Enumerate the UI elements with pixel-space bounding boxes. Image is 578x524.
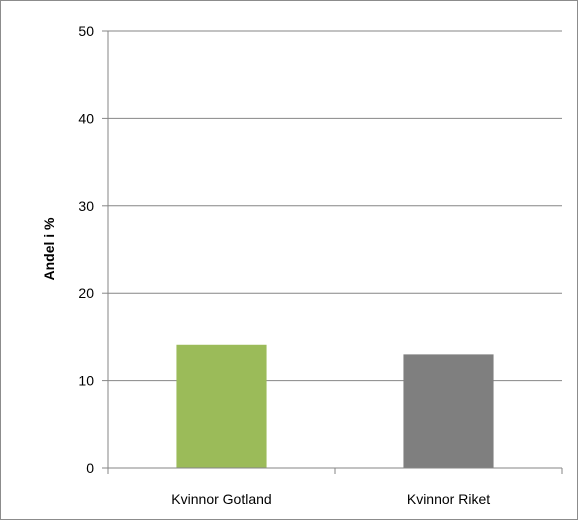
y-axis-label: Andel i % — [41, 217, 57, 281]
y-tick-label: 20 — [78, 285, 94, 301]
y-tick-labels: 0 10 20 30 40 50 — [78, 23, 94, 476]
y-tick-label: 10 — [78, 373, 94, 389]
bar-kvinnor-gotland — [176, 344, 267, 468]
y-tick-label: 50 — [78, 23, 94, 39]
y-tick-label: 30 — [78, 198, 94, 214]
bars — [176, 344, 494, 468]
gridlines — [108, 30, 562, 382]
x-tick-label: Kvinnor Riket — [407, 491, 490, 507]
bar-kvinnor-riket — [403, 354, 494, 468]
x-tick-labels: Kvinnor Gotland Kvinnor Riket — [171, 491, 490, 507]
y-tick-label: 40 — [78, 110, 94, 126]
y-tick-label: 0 — [86, 460, 94, 476]
x-tick-label: Kvinnor Gotland — [171, 491, 271, 507]
axes — [102, 30, 563, 474]
